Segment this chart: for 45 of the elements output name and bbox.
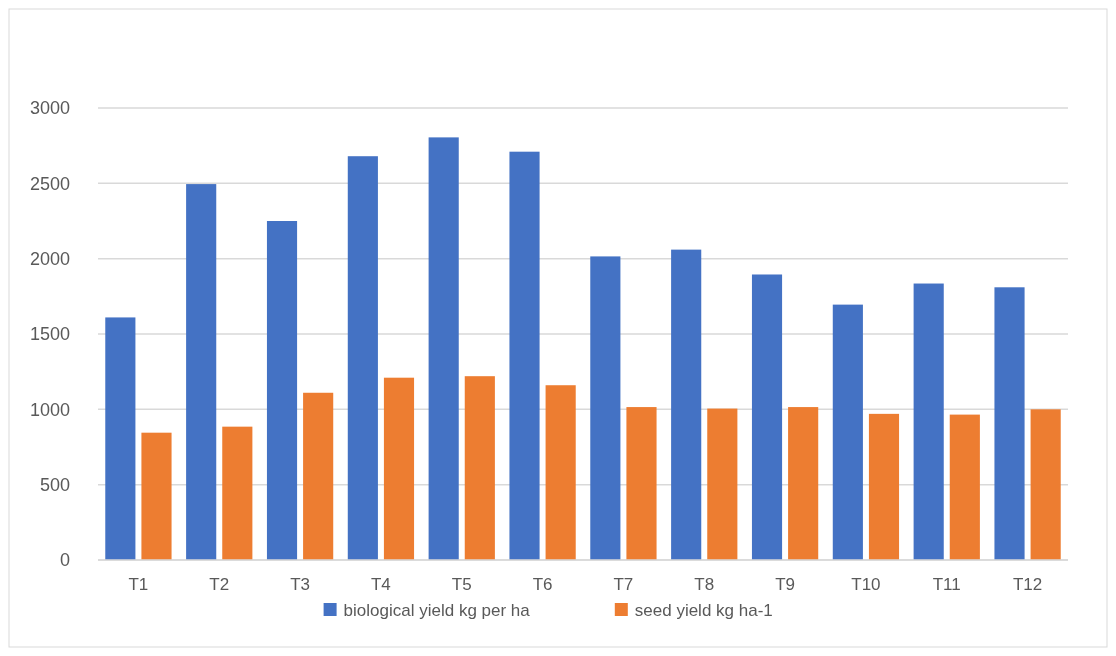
bar xyxy=(913,283,944,560)
x-tick-label: T9 xyxy=(775,575,796,594)
bar xyxy=(788,407,819,560)
bar xyxy=(832,304,863,560)
bar xyxy=(428,137,459,560)
legend-label: seed yield kg ha-1 xyxy=(634,600,773,620)
bar xyxy=(707,408,738,560)
bar xyxy=(141,432,172,560)
x-tick-label: T11 xyxy=(932,575,961,594)
bar xyxy=(671,249,702,560)
x-tick-label: T3 xyxy=(290,575,311,594)
x-tick-label: T8 xyxy=(694,575,715,594)
bar xyxy=(383,377,415,560)
x-tick-label: T10 xyxy=(851,575,881,594)
bar xyxy=(509,151,540,560)
y-tick-label: 1500 xyxy=(29,324,70,345)
bar xyxy=(464,376,495,560)
bar xyxy=(751,274,783,560)
bar xyxy=(626,407,657,560)
bar xyxy=(266,221,298,560)
bar xyxy=(1030,409,1061,560)
y-tick-label: 0 xyxy=(59,550,70,571)
y-tick-label: 3000 xyxy=(29,98,70,119)
y-tick-label: 2500 xyxy=(29,173,70,194)
x-tick-label: T5 xyxy=(451,575,472,594)
bar xyxy=(303,392,334,560)
y-tick-label: 500 xyxy=(39,474,70,495)
bar xyxy=(545,385,576,560)
bar xyxy=(994,287,1025,560)
x-tick-label: T12 xyxy=(1012,575,1043,594)
bar xyxy=(347,156,378,560)
x-tick-label: T7 xyxy=(613,575,634,594)
y-tick-label: 1000 xyxy=(29,399,70,420)
y-tick-label: 2000 xyxy=(29,248,70,269)
bar xyxy=(105,317,136,560)
x-tick-label: T4 xyxy=(370,575,391,594)
bar xyxy=(949,414,980,560)
bar xyxy=(186,184,217,560)
x-tick-label: T2 xyxy=(209,575,230,594)
legend-label: biological yield kg per ha xyxy=(343,600,531,620)
bar xyxy=(590,256,621,560)
x-tick-label: T6 xyxy=(532,575,553,594)
bar xyxy=(868,413,900,560)
bar xyxy=(222,426,253,560)
x-tick-label: T1 xyxy=(128,575,149,594)
